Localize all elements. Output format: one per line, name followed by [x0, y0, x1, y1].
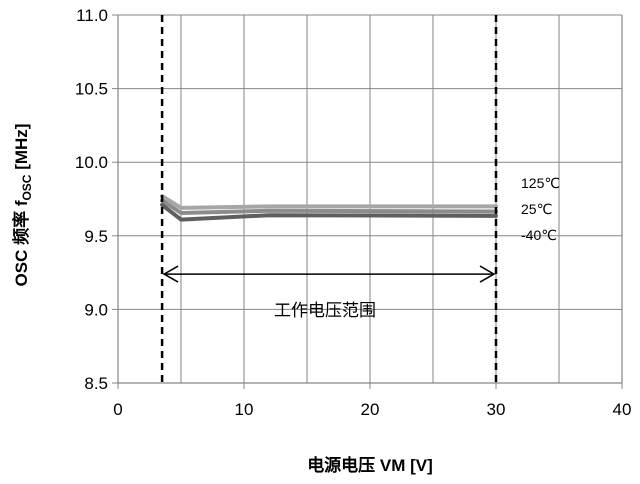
series-label: 125℃	[521, 175, 560, 191]
series-line	[160, 198, 498, 215]
y-tick-label: 9.5	[84, 227, 108, 246]
series-line	[160, 202, 498, 222]
y-tick-label: 10.5	[75, 80, 108, 99]
grid	[118, 14, 622, 383]
range-arrow-head-left	[162, 265, 179, 283]
axes	[112, 14, 623, 389]
series-label: -40℃	[521, 227, 557, 243]
operating-range-arrow	[162, 265, 496, 283]
y-axis-title-unit: [MHz]	[12, 124, 31, 175]
y-axis-title-subscript: OSC	[20, 174, 34, 200]
series-line	[160, 194, 498, 210]
range-arrow-head-right	[479, 265, 496, 283]
x-tick-label: 30	[487, 400, 506, 419]
y-tick-labels: 8.5 9.0 9.5 10.0 10.5 11.0	[75, 6, 108, 393]
y-tick-label: 8.5	[84, 374, 108, 393]
x-tick-label: 20	[361, 400, 380, 419]
y-axis-title-main: OSC 频率 f	[11, 200, 31, 286]
x-tick-label: 40	[613, 400, 632, 419]
x-tick-label: 0	[113, 400, 122, 419]
x-tick-labels: 0 10 20 30 40	[113, 400, 631, 419]
operating-range-label: 工作电压范围	[274, 301, 376, 321]
x-axis-title: 电源电压 VM [V]	[307, 455, 433, 475]
y-tick-label: 9.0	[84, 300, 108, 319]
y-axis-title: OSC 频率 fOSC [MHz]	[11, 124, 34, 287]
series-labels: 125℃ 25℃ -40℃	[521, 175, 560, 243]
y-tick-label: 11.0	[76, 6, 108, 25]
operating-range-lines	[160, 15, 498, 383]
y-tick-label: 10.0	[75, 153, 108, 172]
series-lines	[160, 194, 498, 222]
series-label: 25℃	[521, 201, 552, 217]
x-tick-label: 10	[235, 400, 254, 419]
